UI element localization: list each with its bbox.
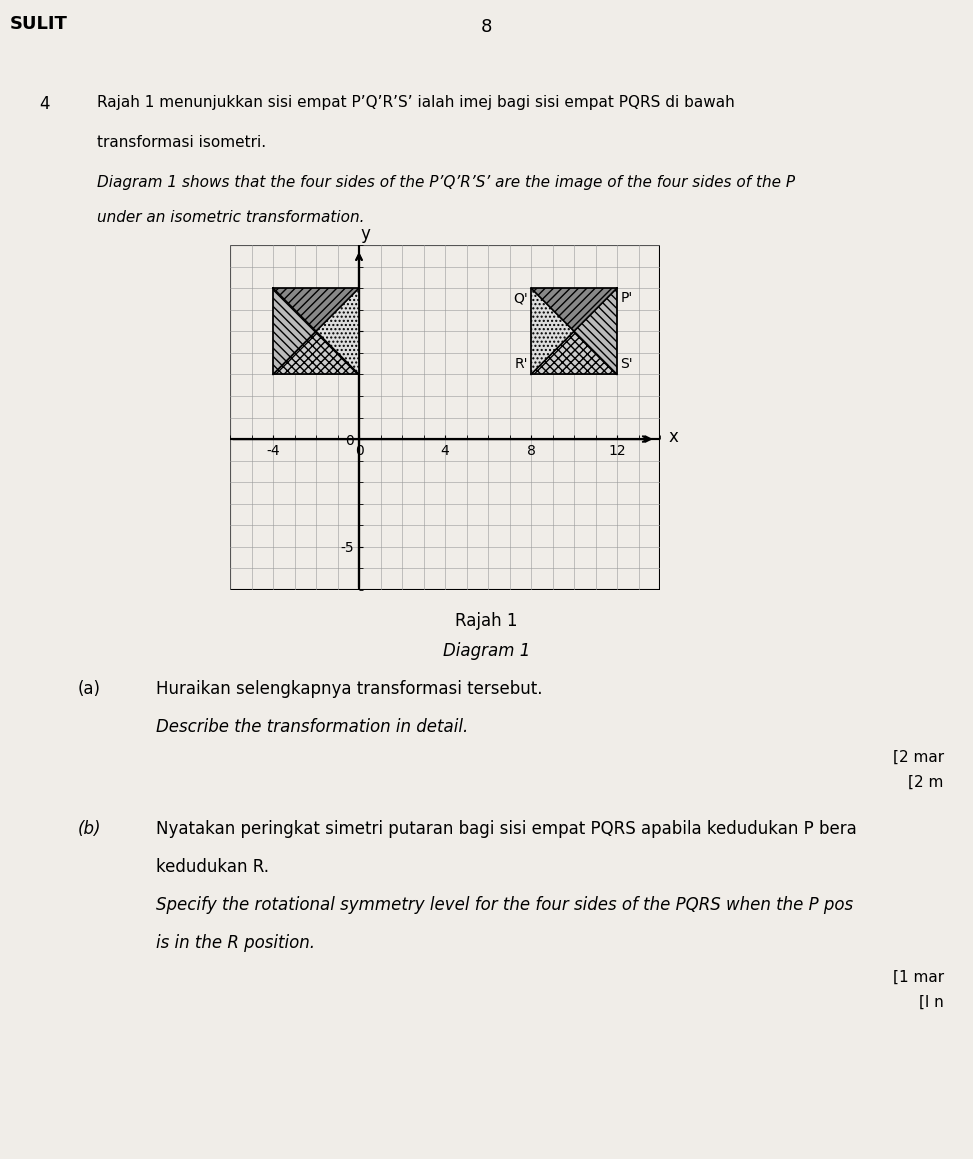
Text: P: P xyxy=(276,291,284,305)
Text: [2 m: [2 m xyxy=(909,775,944,790)
Polygon shape xyxy=(574,289,617,374)
Text: [l n: [l n xyxy=(919,994,944,1009)
Text: Diagram 1 shows that the four sides of the P’Q’R’S’ are the image of the four si: Diagram 1 shows that the four sides of t… xyxy=(97,175,795,190)
Text: (a): (a) xyxy=(78,680,101,698)
Text: Huraikan selengkapnya transformasi tersebut.: Huraikan selengkapnya transformasi terse… xyxy=(156,680,542,698)
Text: Specify the rotational symmetry level for the four sides of the PQRS when the P : Specify the rotational symmetry level fo… xyxy=(156,896,852,914)
Polygon shape xyxy=(273,289,316,374)
Text: is in the R position.: is in the R position. xyxy=(156,934,314,952)
Text: 8: 8 xyxy=(481,19,492,36)
Polygon shape xyxy=(273,289,359,331)
Text: S': S' xyxy=(620,357,632,371)
Text: (b): (b) xyxy=(78,821,101,838)
Text: [2 mar: [2 mar xyxy=(892,750,944,765)
Text: Describe the transformation in detail.: Describe the transformation in detail. xyxy=(156,717,468,736)
Text: 4: 4 xyxy=(39,95,50,112)
Polygon shape xyxy=(273,331,359,374)
Text: y: y xyxy=(361,225,371,243)
Text: Nyatakan peringkat simetri putaran bagi sisi empat PQRS apabila kedudukan P bera: Nyatakan peringkat simetri putaran bagi … xyxy=(156,821,856,838)
Polygon shape xyxy=(531,331,617,374)
Polygon shape xyxy=(531,289,617,331)
Text: SULIT: SULIT xyxy=(10,15,67,32)
Text: transformasi isometri.: transformasi isometri. xyxy=(97,134,267,150)
Text: under an isometric transformation.: under an isometric transformation. xyxy=(97,210,365,225)
Text: Rajah 1: Rajah 1 xyxy=(455,612,518,630)
Text: Q: Q xyxy=(344,291,356,305)
Text: P': P' xyxy=(620,291,632,305)
Text: R: R xyxy=(346,357,356,371)
Text: Rajah 1 menunjukkan sisi empat P’Q’R’S’ ialah imej bagi sisi empat PQRS di bawah: Rajah 1 menunjukkan sisi empat P’Q’R’S’ … xyxy=(97,95,735,110)
Text: R': R' xyxy=(515,357,527,371)
Text: S: S xyxy=(276,357,285,371)
Text: [1 mar: [1 mar xyxy=(892,970,944,985)
Text: kedudukan R.: kedudukan R. xyxy=(156,858,269,876)
Polygon shape xyxy=(531,289,574,374)
Text: Q': Q' xyxy=(513,291,527,305)
Text: Diagram 1: Diagram 1 xyxy=(443,642,530,659)
Polygon shape xyxy=(316,289,359,374)
Text: x: x xyxy=(668,428,678,446)
